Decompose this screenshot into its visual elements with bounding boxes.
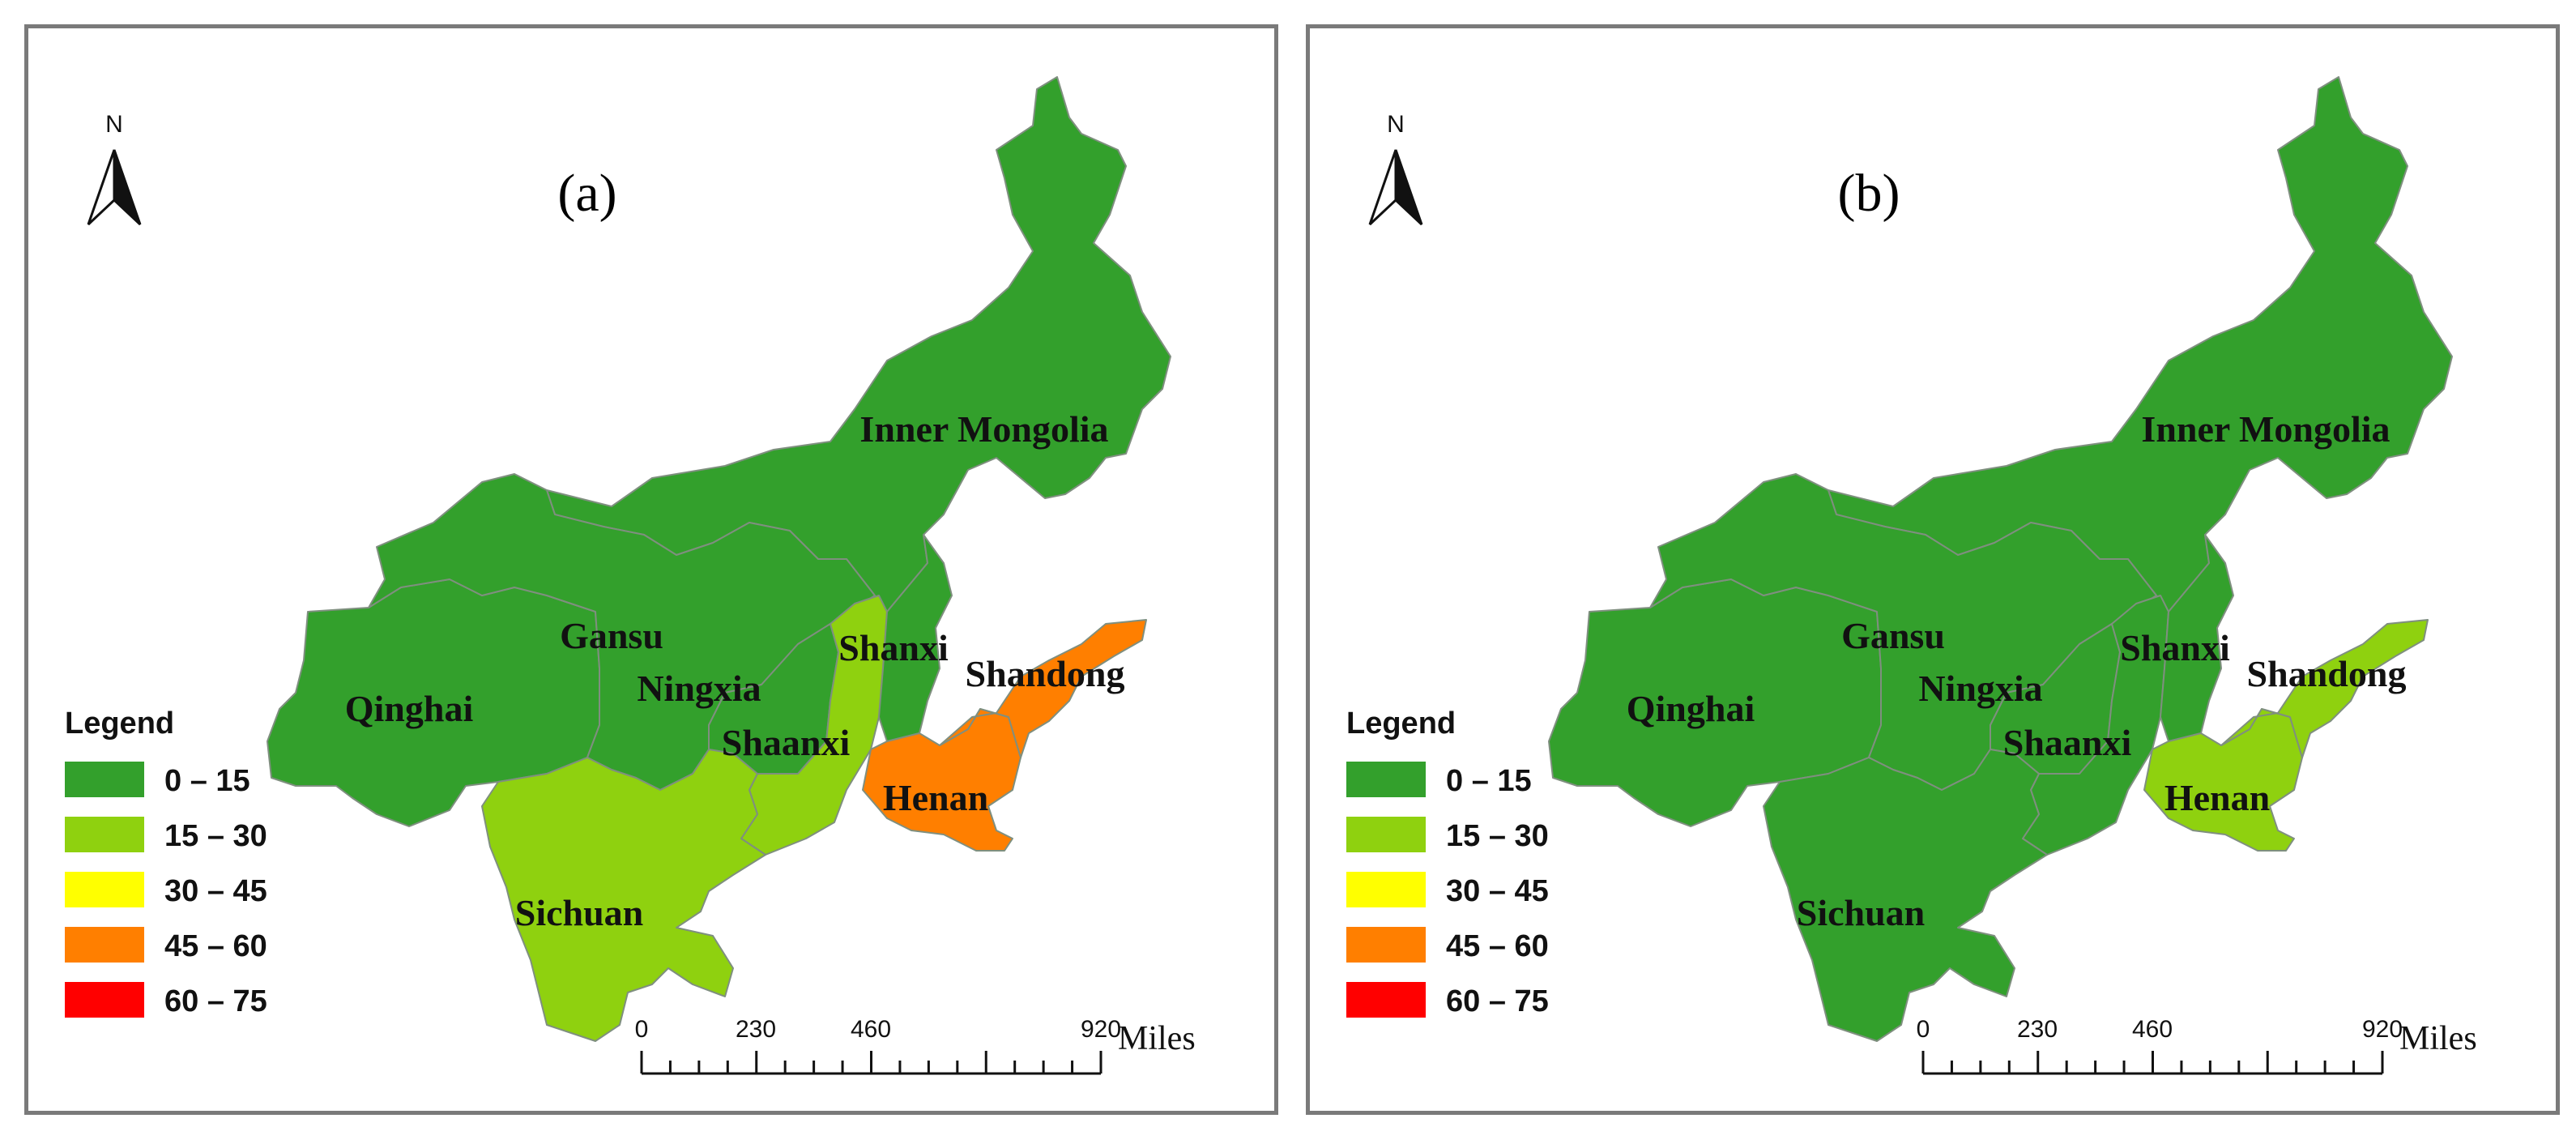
scale-unit: Miles	[2399, 1020, 2477, 1057]
scale-tick-label: 230	[736, 1016, 776, 1043]
province-label-gansu: Gansu	[560, 615, 663, 656]
scale-tick-label: 0	[635, 1016, 649, 1043]
province-shandong	[939, 619, 1147, 758]
legend-swatch	[1346, 872, 1426, 907]
scale-unit: Miles	[1118, 1020, 1196, 1057]
province-label-qinghai: Qinghai	[1627, 688, 1755, 729]
province-inner-mongolia	[546, 76, 1171, 613]
province-label-shaanxi: Shaanxi	[722, 722, 851, 763]
legend-title: Legend	[65, 706, 174, 741]
province-label-inner-mongolia: Inner Mongolia	[2141, 408, 2390, 450]
scale-tick-label: 920	[1081, 1016, 1121, 1043]
scale-bar	[1921, 1051, 2384, 1075]
province-inner-mongolia	[1828, 76, 2453, 613]
map-panel-b: Inner Mongolia Qinghai Gansu Ningxia Shaanxi…	[1306, 24, 2560, 1115]
legend-swatch	[65, 817, 144, 852]
legend-label: 45 – 60	[1446, 929, 1549, 963]
province-label-shanxi: Shanxi	[2120, 627, 2230, 668]
legend-swatch	[65, 762, 144, 797]
scale-tick-label: 230	[2017, 1016, 2058, 1043]
legend-swatch	[65, 872, 144, 907]
scale-tick-label: 460	[2132, 1016, 2173, 1043]
legend-swatch	[65, 927, 144, 963]
province-label-ningxia: Ningxia	[1918, 668, 2042, 709]
province-label-sichuan: Sichuan	[515, 892, 644, 933]
legend-label: 30 – 45	[164, 874, 267, 908]
province-label-shandong: Shandong	[2247, 653, 2407, 694]
panel-title: (b)	[1838, 164, 1900, 223]
legend-label: 45 – 60	[164, 929, 267, 963]
province-label-shanxi: Shanxi	[838, 627, 949, 668]
legend-label: 0 – 15	[1446, 764, 1532, 798]
legend-swatch	[1346, 762, 1426, 797]
legend-label: 60 – 75	[1446, 984, 1549, 1018]
province-sichuan	[1763, 749, 2048, 1042]
scale-bar	[640, 1051, 1102, 1075]
province-label-henan: Henan	[2164, 777, 2270, 818]
province-shandong	[2220, 619, 2429, 758]
legend-swatch	[1346, 817, 1426, 852]
province-label-shaanxi: Shaanxi	[2003, 722, 2132, 763]
province-label-shandong: Shandong	[966, 653, 1125, 694]
panel-title: (a)	[557, 164, 616, 223]
north-label: N	[1387, 111, 1405, 138]
province-sichuan	[481, 749, 766, 1042]
province-shanxi	[2160, 534, 2234, 742]
province-map: Inner Mongolia Qinghai Gansu Ningxia Shaanxi…	[1346, 76, 2477, 1075]
legend-label: 0 – 15	[164, 764, 250, 798]
legend-label: 60 – 75	[164, 984, 267, 1018]
province-label-sichuan: Sichuan	[1797, 892, 1926, 933]
province-label-inner-mongolia: Inner Mongolia	[859, 408, 1108, 450]
legend-label: 30 – 45	[1446, 874, 1549, 908]
map-panel-a: Inner Mongolia Qinghai Gansu Ningxia Shaanxi…	[24, 24, 1278, 1115]
legend-swatch	[1346, 982, 1426, 1018]
legend-swatch	[65, 982, 144, 1018]
north-arrow-icon	[1368, 149, 1423, 226]
province-shanxi	[878, 534, 953, 742]
legend-title: Legend	[1346, 706, 1456, 741]
province-map: Inner Mongolia Qinghai Gansu Ningxia Shaanxi…	[65, 76, 1196, 1075]
north-arrow-icon	[87, 149, 142, 226]
north-label: N	[105, 111, 123, 138]
legend-label: 15 – 30	[164, 819, 267, 853]
province-label-henan: Henan	[883, 777, 988, 818]
legend-swatch	[1346, 927, 1426, 963]
province-label-ningxia: Ningxia	[637, 668, 761, 709]
scale-tick-label: 920	[2362, 1016, 2403, 1043]
scale-tick-label: 0	[1917, 1016, 1930, 1043]
province-label-qinghai: Qinghai	[345, 688, 474, 729]
scale-tick-label: 460	[851, 1016, 891, 1043]
legend-label: 15 – 30	[1446, 819, 1549, 853]
province-label-gansu: Gansu	[1841, 615, 1945, 656]
